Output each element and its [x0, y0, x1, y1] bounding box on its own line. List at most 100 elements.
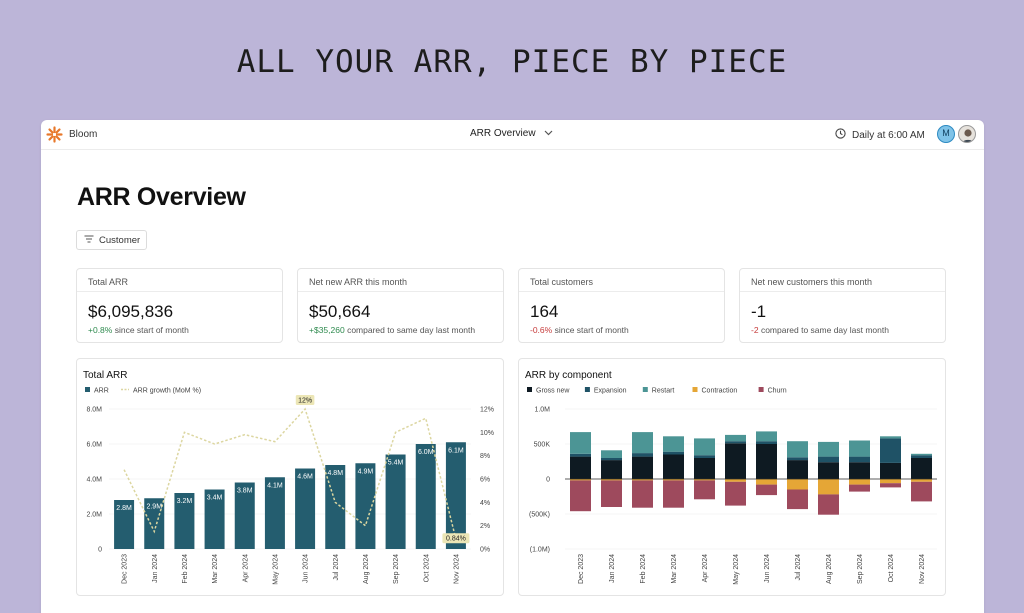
- bar-data-label: 4.8M: [327, 470, 343, 477]
- y2-tick-label: 10%: [480, 430, 494, 437]
- component-bar-segment: [880, 462, 901, 479]
- kpi-subtext: +0.8% since start of month: [88, 325, 189, 335]
- x-tick-label: Mar 2024: [212, 554, 219, 584]
- kpi-value: $6,095,836: [88, 302, 174, 321]
- x-tick-label: Nov 2024: [453, 554, 460, 584]
- y-tick-label: 8.0M: [86, 407, 102, 414]
- arr-by-component-chart[interactable]: Gross new Expansion Restart Contraction Chur…: [519, 359, 947, 597]
- report-selector-label: ARR Overview: [470, 128, 536, 139]
- legend-label: Churn: [768, 388, 787, 395]
- component-bar-segment: [601, 458, 622, 461]
- bloom-logo-icon: [46, 126, 63, 143]
- component-bar-segment: [911, 453, 932, 456]
- clock-icon: [835, 128, 846, 142]
- user-avatars: M: [937, 125, 976, 143]
- component-bar-segment: [880, 479, 901, 484]
- component-bar-segment: [849, 456, 870, 463]
- component-bar-segment: [880, 436, 901, 439]
- component-bar-segment: [849, 462, 870, 479]
- brand[interactable]: Bloom: [46, 126, 97, 143]
- legend-swatch: [692, 387, 698, 392]
- component-bar-segment: [818, 494, 839, 515]
- kpi-note: since start of month: [554, 325, 629, 335]
- legend-label: Expansion: [594, 388, 627, 395]
- arr-bar: [385, 454, 406, 549]
- brand-name: Bloom: [69, 129, 98, 140]
- component-bar-segment: [818, 441, 839, 457]
- kpi-note: compared to same day last month: [760, 325, 889, 335]
- component-bar-segment: [725, 479, 746, 482]
- kpi-label: Net new customers this month: [751, 277, 873, 287]
- component-bar-segment: [911, 479, 932, 482]
- chart-title: ARR by component: [525, 370, 612, 381]
- component-bar-segment: [570, 453, 591, 457]
- component-bar-segment: [601, 480, 622, 507]
- y-tick-label: 6.0M: [86, 442, 102, 449]
- x-tick-label: Apr 2024: [702, 554, 709, 583]
- x-tick-label: Oct 2024: [423, 554, 430, 583]
- legend-swatch: [584, 387, 590, 392]
- kpi-card-total-customers[interactable]: Total customers 164 -0.6% since start of…: [518, 268, 725, 343]
- component-bar-segment: [818, 479, 839, 495]
- growth-callout-box: [442, 533, 470, 544]
- kpi-subtext: -0.6% since start of month: [530, 325, 629, 335]
- kpi-delta: -2: [751, 325, 759, 335]
- x-tick-label: Jul 2024: [333, 554, 340, 581]
- filter-label: Customer: [99, 234, 141, 246]
- kpi-card-net-new-arr[interactable]: Net new ARR this month $50,664 +$35,260 …: [297, 268, 504, 343]
- avatar[interactable]: [958, 125, 976, 143]
- bar-data-label: 5.4M: [388, 460, 404, 467]
- arr-bar: [174, 493, 195, 549]
- x-tick-label: Jan 2024: [152, 554, 159, 583]
- kpi-card-total-arr[interactable]: Total ARR $6,095,836 +0.8% since start o…: [76, 268, 283, 343]
- bar-data-label: 6.0M: [418, 449, 434, 456]
- component-bar-segment: [818, 462, 839, 479]
- divider: [298, 291, 503, 292]
- bar-data-label: 4.9M: [358, 468, 374, 475]
- arr-bar: [114, 500, 135, 549]
- refresh-schedule[interactable]: Daily at 6:00 AM: [835, 128, 925, 142]
- x-tick-label: Dec 2023: [578, 554, 585, 584]
- total-arr-chart[interactable]: ARR ARR growth (MoM %) 0 2.0M 4.0M 6.0M 8.0M 0%…: [77, 359, 505, 597]
- bar-data-label: 6.1M: [448, 447, 464, 454]
- arr-bar: [325, 465, 346, 549]
- legend-label: Restart: [652, 388, 675, 395]
- kpi-card-net-new-customers[interactable]: Net new customers this month -1 -2 compa…: [739, 268, 946, 343]
- component-bar-segment: [632, 480, 653, 508]
- page-title: ARR Overview: [77, 183, 246, 211]
- kpi-value: $50,664: [309, 302, 371, 321]
- x-tick-label: Feb 2024: [640, 554, 647, 584]
- kpi-delta: +$35,260: [309, 325, 345, 335]
- x-tick-label: Dec 2023: [122, 554, 129, 584]
- total-arr-chart-panel: ARR ARR growth (MoM %) 0 2.0M 4.0M 6.0M 8.0M 0%…: [76, 358, 504, 596]
- arr-bar: [415, 444, 436, 549]
- component-bar-segment: [911, 455, 932, 458]
- avatar[interactable]: M: [937, 125, 955, 143]
- arr-bar: [445, 442, 466, 549]
- x-tick-label: Sep 2024: [393, 554, 400, 584]
- x-tick-label: Jun 2024: [303, 554, 310, 583]
- component-bar-segment: [725, 443, 746, 479]
- growth-line: [123, 407, 457, 540]
- legend-label: Gross new: [536, 388, 570, 395]
- component-bar-segment: [663, 480, 684, 508]
- y2-tick-label: 8%: [480, 453, 490, 460]
- x-tick-label: Feb 2024: [182, 554, 189, 584]
- divider: [519, 291, 724, 292]
- bar-data-label: 3.2M: [177, 498, 193, 505]
- kpi-note: since start of month: [114, 325, 189, 335]
- component-bar-segment: [663, 451, 684, 455]
- component-bar-segment: [694, 438, 715, 456]
- legend-label: ARR: [94, 388, 109, 395]
- kpi-delta: -0.6%: [530, 325, 553, 335]
- y2-tick-label: 4%: [480, 500, 490, 507]
- component-bar-segment: [632, 479, 653, 481]
- report-selector[interactable]: ARR Overview: [470, 128, 553, 139]
- legend-swatch: [527, 387, 532, 392]
- customer-filter-button[interactable]: Customer: [76, 230, 147, 250]
- bar-data-label: 3.4M: [207, 495, 223, 502]
- component-bar-segment: [787, 460, 808, 479]
- arr-bar: [264, 477, 285, 549]
- y-tick-label: 4.0M: [86, 477, 102, 484]
- component-bar-segment: [756, 431, 777, 442]
